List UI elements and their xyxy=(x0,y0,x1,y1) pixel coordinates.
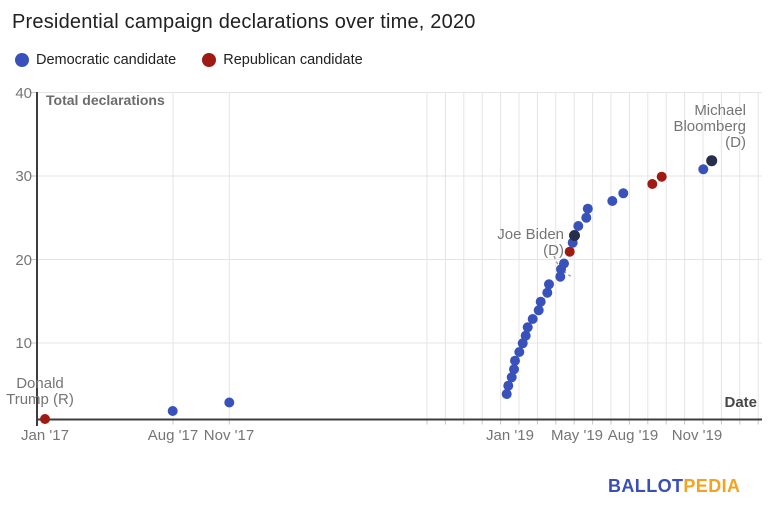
data-point xyxy=(698,164,709,175)
x-tick-label: Aug '19 xyxy=(607,427,659,444)
y-axis-title: Total declarations xyxy=(46,92,165,108)
y-tick-label: 10 xyxy=(15,335,32,352)
data-point xyxy=(573,221,584,231)
data-point xyxy=(542,287,553,298)
data-point xyxy=(582,203,593,214)
data-point xyxy=(527,314,538,324)
x-tick-label: May '19 xyxy=(550,427,604,444)
democratic-dot-icon xyxy=(15,53,29,67)
data-point xyxy=(533,305,544,316)
data-point xyxy=(544,279,554,290)
annotation-text: Michael xyxy=(694,102,746,119)
annotation-michael-bloomberg: Michael Bloomberg (D) xyxy=(666,103,746,151)
data-point xyxy=(647,179,658,189)
data-point xyxy=(706,155,718,167)
legend-label-republican: Republican candidate xyxy=(223,52,363,68)
annotation-text: Joe Biden xyxy=(497,226,564,243)
data-point xyxy=(618,188,629,199)
data-point xyxy=(224,397,235,408)
annotation-text: Bloomberg xyxy=(673,118,746,135)
y-tick-label: 40 xyxy=(15,84,32,102)
legend-item-democratic: Democratic candidate xyxy=(15,52,176,68)
x-axis-title: Date xyxy=(724,394,757,411)
data-point xyxy=(517,338,528,349)
annotation-text: (D) xyxy=(543,242,564,259)
y-tick-label: 20 xyxy=(15,251,32,269)
data-point xyxy=(510,355,520,366)
data-point xyxy=(535,296,546,307)
logo-pedia-text: PEDIA xyxy=(683,476,741,496)
data-point xyxy=(506,372,517,383)
annotation-text: Trump (R) xyxy=(6,391,74,408)
chart-title: Presidential campaign declarations over … xyxy=(12,11,476,33)
data-point xyxy=(555,271,566,282)
data-point xyxy=(501,389,512,399)
annotation-joe-biden: Joe Biden (D) xyxy=(488,227,564,259)
data-point xyxy=(520,330,531,341)
legend-label-democratic: Democratic candidate xyxy=(36,52,177,68)
x-tick-label: Nov '17 xyxy=(203,427,255,444)
x-tick-label: Aug '17 xyxy=(147,427,199,444)
data-point xyxy=(559,258,569,269)
republican-dot-icon xyxy=(202,53,217,67)
ballotpedia-logo: BALLOTPEDIA xyxy=(608,476,740,497)
annotation-text: Donald xyxy=(16,375,64,392)
annotation-donald-trump: Donald Trump (R) xyxy=(0,376,80,408)
data-point xyxy=(522,322,533,333)
x-tick-label: Jan '17 xyxy=(21,427,69,444)
data-point xyxy=(509,364,519,375)
data-point xyxy=(503,380,514,391)
data-point xyxy=(40,414,50,424)
data-point xyxy=(167,406,178,416)
annotation-text: (D) xyxy=(725,134,746,151)
data-point xyxy=(581,212,592,223)
x-tick-label: Nov '19 xyxy=(671,427,723,444)
data-point xyxy=(564,246,575,257)
data-point xyxy=(607,196,618,206)
logo-ballot-text: BALLOT xyxy=(608,476,684,496)
legend-item-republican: Republican candidate xyxy=(202,52,363,68)
data-point xyxy=(569,230,580,241)
chart-legend: Democratic candidate Republican candidat… xyxy=(15,52,363,68)
y-tick-label: 30 xyxy=(15,168,32,185)
x-tick-label: Jan '19 xyxy=(486,427,534,444)
data-point xyxy=(514,347,525,357)
data-point xyxy=(656,171,667,182)
